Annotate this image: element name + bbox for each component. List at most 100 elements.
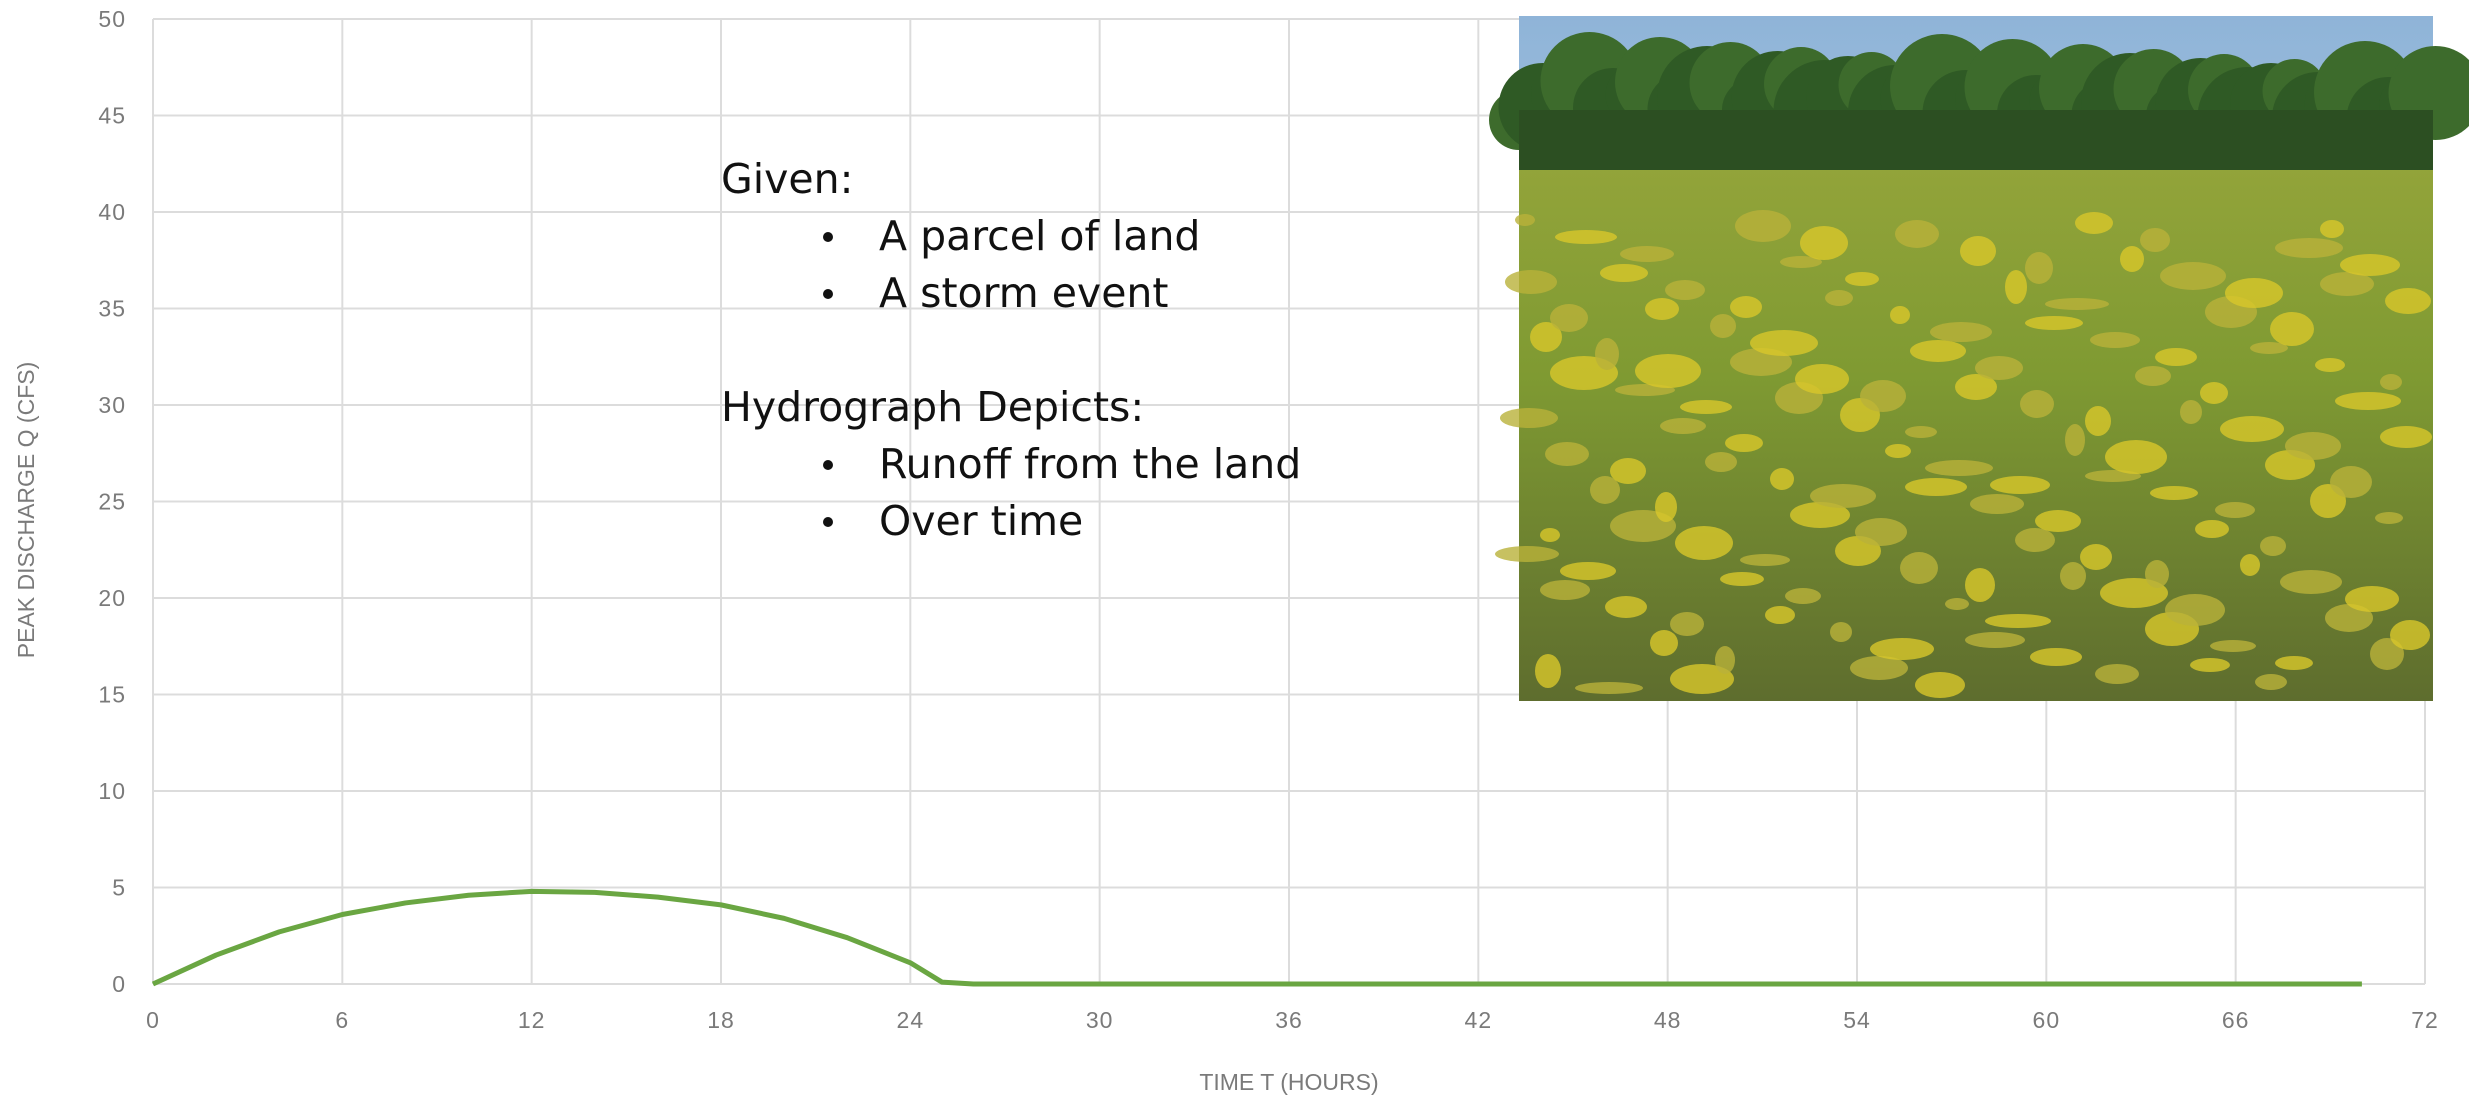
x-tick-label: 72 — [2411, 1007, 2439, 1033]
flower-patch — [2385, 288, 2431, 314]
flower-patch — [1730, 296, 1762, 318]
flower-patch — [1860, 380, 1906, 412]
bullet — [823, 517, 833, 527]
y-tick-label: 20 — [98, 585, 126, 611]
note-heading: Given: — [721, 155, 853, 203]
flower-patch — [2190, 658, 2230, 672]
flower-patch — [1495, 546, 1559, 562]
flower-patch — [1715, 646, 1735, 674]
flower-patch — [1605, 596, 1647, 618]
flower-patch — [1610, 458, 1646, 484]
flower-patch — [1675, 526, 1733, 560]
flower-patch — [1985, 614, 2051, 628]
flower-patch — [1795, 364, 1849, 394]
flower-patch — [2025, 252, 2053, 284]
flower-patch — [1680, 400, 1732, 414]
flower-patch — [1895, 220, 1939, 248]
flower-patch — [2345, 586, 2399, 612]
flower-patch — [1660, 418, 1706, 434]
x-tick-label: 6 — [335, 1007, 349, 1033]
flower-patch — [1575, 682, 1643, 694]
flower-patch — [2065, 424, 2085, 456]
flower-patch — [1620, 246, 1674, 262]
y-tick-label: 50 — [98, 6, 126, 32]
x-tick-label: 42 — [1465, 1007, 1493, 1033]
flower-patch — [1650, 630, 1678, 656]
flower-patch — [2165, 594, 2225, 626]
flower-patch — [1825, 290, 1853, 306]
x-tick-label: 60 — [2033, 1007, 2061, 1033]
flower-patch — [1560, 562, 1616, 580]
flower-patch — [2060, 562, 2086, 590]
note-item: Runoff from the land — [879, 440, 1301, 488]
flower-patch — [2285, 432, 2341, 460]
flower-patch — [2200, 382, 2228, 404]
flower-patch — [2080, 544, 2112, 570]
flower-patch — [1550, 304, 1588, 332]
flower-patch — [2045, 298, 2109, 310]
flower-patch — [2180, 400, 2202, 424]
x-tick-label: 0 — [146, 1007, 160, 1033]
flower-patch — [2105, 440, 2167, 474]
flower-patch — [2275, 656, 2313, 670]
flower-patch — [1705, 452, 1737, 472]
chart: TIME T (HOURS) PEAK DISCHARGE Q (CFS) Gi… — [0, 0, 2469, 1099]
flower-patch — [2320, 220, 2344, 238]
flower-patch — [1925, 460, 1993, 476]
flower-patch — [1965, 568, 1995, 602]
flower-patch — [2005, 270, 2027, 304]
bullet — [823, 289, 833, 299]
flower-patch — [2215, 502, 2255, 518]
flower-patch — [1535, 654, 1561, 688]
flower-patch — [1710, 314, 1736, 338]
flower-patch — [1505, 270, 1557, 294]
flower-patch — [1500, 408, 1558, 428]
x-tick-label: 12 — [518, 1007, 546, 1033]
flower-patch — [1970, 494, 2024, 514]
flower-patch — [2340, 254, 2400, 276]
flower-patch — [1785, 588, 1821, 604]
flower-patch — [1655, 492, 1677, 522]
flower-patch — [2210, 640, 2256, 652]
flower-patch — [1890, 306, 1910, 324]
flower-patch — [1960, 236, 1996, 266]
x-tick-label: 18 — [707, 1007, 735, 1033]
flower-patch — [2160, 262, 2226, 290]
flower-patch — [1870, 638, 1934, 660]
y-tick-label: 10 — [98, 778, 126, 804]
flower-patch — [2240, 554, 2260, 576]
y-tick-label: 35 — [98, 296, 126, 322]
flower-patch — [1725, 434, 1763, 452]
flower-patch — [2260, 536, 2286, 556]
flower-patch — [1885, 444, 1911, 458]
flower-patch — [2380, 374, 2402, 390]
x-tick-label: 66 — [2222, 1007, 2250, 1033]
flower-patch — [2380, 426, 2432, 448]
flower-patch — [1930, 322, 1992, 342]
flower-patch — [1810, 484, 1876, 508]
flower-patch — [1735, 210, 1791, 242]
flower-patch — [2135, 366, 2171, 386]
flower-patch — [1750, 330, 1818, 356]
flower-patch — [1595, 338, 1619, 370]
flower-patch — [1600, 264, 1648, 282]
flower-patch — [1540, 580, 1590, 600]
flower-patch — [2090, 332, 2140, 348]
flower-patch — [1635, 354, 1701, 388]
flower-patch — [1975, 356, 2023, 380]
flower-patch — [1965, 632, 2025, 648]
y-tick-label: 45 — [98, 103, 126, 129]
flower-patch — [1945, 598, 1969, 610]
flower-patch — [1910, 340, 1966, 362]
flower-patch — [2255, 674, 2287, 690]
bullet — [823, 460, 833, 470]
flower-patch — [2315, 358, 2345, 372]
flower-patch — [2155, 348, 2197, 366]
flower-patch — [2020, 390, 2054, 418]
flower-patch — [2015, 528, 2055, 552]
flower-patch — [1720, 572, 1764, 586]
y-tick-label: 40 — [98, 199, 126, 225]
note-item: A storm event — [879, 269, 1168, 317]
flower-patch — [2030, 648, 2082, 666]
